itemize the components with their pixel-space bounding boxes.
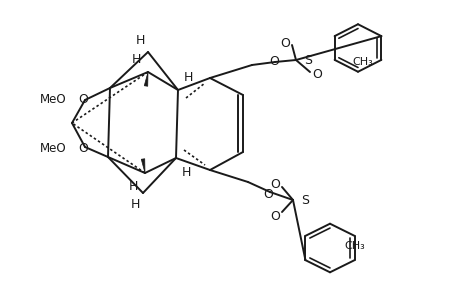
- Text: O: O: [280, 37, 289, 50]
- Text: H: H: [183, 70, 192, 83]
- Text: O: O: [263, 188, 272, 200]
- Polygon shape: [144, 72, 148, 86]
- Text: MeO: MeO: [40, 142, 67, 154]
- Text: CH₃: CH₃: [352, 57, 373, 67]
- Text: H: H: [128, 179, 137, 193]
- Text: H: H: [135, 34, 145, 46]
- Polygon shape: [141, 159, 145, 173]
- Text: O: O: [78, 92, 88, 106]
- Text: O: O: [311, 68, 321, 80]
- Text: MeO: MeO: [40, 92, 67, 106]
- Text: CH₃: CH₃: [343, 241, 364, 251]
- Text: O: O: [269, 55, 278, 68]
- Text: S: S: [300, 194, 308, 206]
- Text: O: O: [78, 142, 88, 154]
- Text: H: H: [181, 166, 190, 178]
- Text: O: O: [269, 209, 280, 223]
- Text: S: S: [303, 53, 311, 67]
- Text: H: H: [131, 52, 140, 65]
- Text: H: H: [130, 199, 140, 212]
- Text: O: O: [269, 178, 280, 191]
